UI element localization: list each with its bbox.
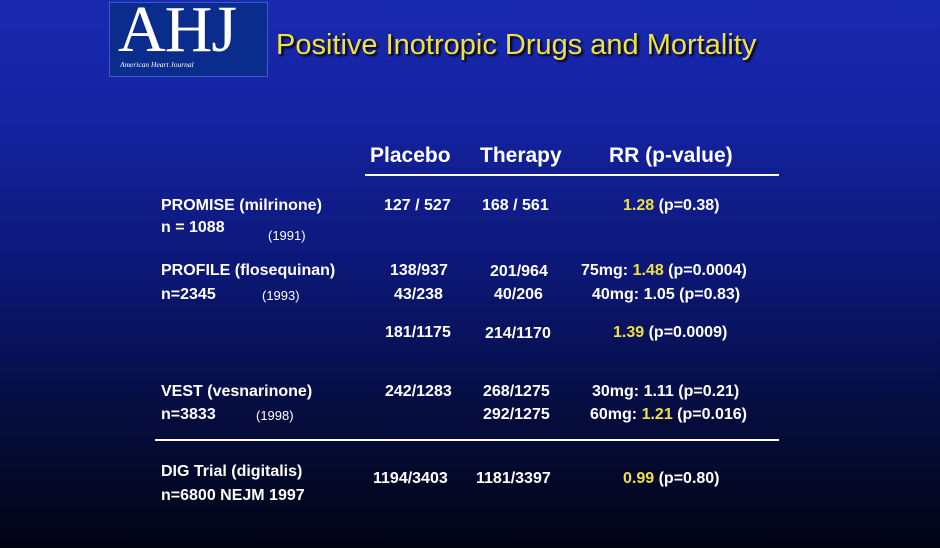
rr-vest-30mg: 30mg: 1.11 (p=0.21) — [592, 383, 740, 400]
therapy-promise: 168 / 561 — [482, 197, 549, 214]
placebo-vest: 242/1283 — [385, 383, 452, 400]
rr-p-vest-60mg: (p=0.016) — [672, 406, 747, 423]
trial-name-dig: DIG Trial (digitalis) — [161, 463, 303, 480]
rr-value-profile-75mg: 1.48 — [632, 262, 664, 279]
trial-n-vest: n=3833 — [161, 406, 216, 423]
rr-promise: 1.28 (p=0.38) — [623, 197, 720, 215]
placebo-profile-2: 43/238 — [394, 286, 443, 303]
rr-value-profile-total: 1.39 — [613, 324, 645, 341]
header-placebo: Placebo — [370, 144, 451, 167]
trial-year-vest: (1998) — [256, 408, 294, 423]
rr-profile-total: 1.39 (p=0.0009) — [613, 324, 727, 342]
rr-vest-60mg: 60mg: 1.21 (p=0.016) — [590, 406, 747, 424]
slide-title: Positive Inotropic Drugs and Mortality — [276, 29, 757, 61]
logo-journal-name: American Heart Journal — [120, 60, 194, 69]
placebo-profile-1: 138/937 — [390, 262, 448, 279]
rr-prefix-profile-75mg: 75mg: — [581, 262, 633, 279]
trial-name-promise: PROMISE (milrinone) — [161, 197, 322, 214]
therapy-profile-1: 201/964 — [490, 263, 548, 280]
therapy-vest-2: 292/1275 — [483, 406, 550, 423]
rr-value-dig: 0.99 — [623, 470, 655, 487]
trial-name-profile: PROFILE (flosequinan) — [161, 262, 336, 279]
rr-p-profile-75mg: (p=0.0004) — [663, 262, 747, 279]
section-rule — [155, 439, 779, 441]
trial-name-vest: VEST (vesnarinone) — [161, 383, 313, 400]
trial-n-dig: n=6800 NEJM 1997 — [161, 487, 305, 504]
header-rr: RR (p-value) — [609, 144, 733, 167]
rr-p-dig: (p=0.80) — [658, 470, 720, 487]
rr-p-promise: (p=0.38) — [658, 197, 720, 214]
therapy-profile-2: 40/206 — [494, 286, 543, 303]
header-rule — [365, 174, 779, 176]
rr-p-profile-total: (p=0.0009) — [648, 324, 728, 341]
rr-profile-40mg: 40mg: 1.05 (p=0.83) — [592, 286, 741, 303]
logo-letters: AHJ — [118, 0, 237, 66]
trial-year-profile: (1993) — [262, 288, 300, 303]
rr-value-promise: 1.28 — [623, 197, 655, 214]
rr-value-vest-60mg: 1.21 — [641, 406, 673, 423]
trial-n-profile: n=2345 — [161, 286, 216, 303]
placebo-dig: 1194/3403 — [373, 470, 448, 487]
journal-logo: AHJ American Heart Journal — [109, 0, 268, 77]
therapy-vest-1: 268/1275 — [483, 383, 550, 400]
therapy-dig: 1181/3397 — [476, 470, 551, 487]
rr-dig: 0.99 (p=0.80) — [623, 470, 720, 488]
header-therapy: Therapy — [480, 144, 562, 167]
trial-year-promise: (1991) — [268, 228, 306, 243]
rr-prefix-vest-60mg: 60mg: — [590, 406, 642, 423]
placebo-profile-total: 181/1175 — [385, 324, 451, 341]
trial-n-promise: n = 1088 — [161, 219, 225, 236]
therapy-profile-total: 214/1170 — [485, 325, 551, 342]
placebo-promise: 127 / 527 — [384, 197, 451, 214]
rr-profile-75mg: 75mg: 1.48 (p=0.0004) — [581, 262, 747, 280]
